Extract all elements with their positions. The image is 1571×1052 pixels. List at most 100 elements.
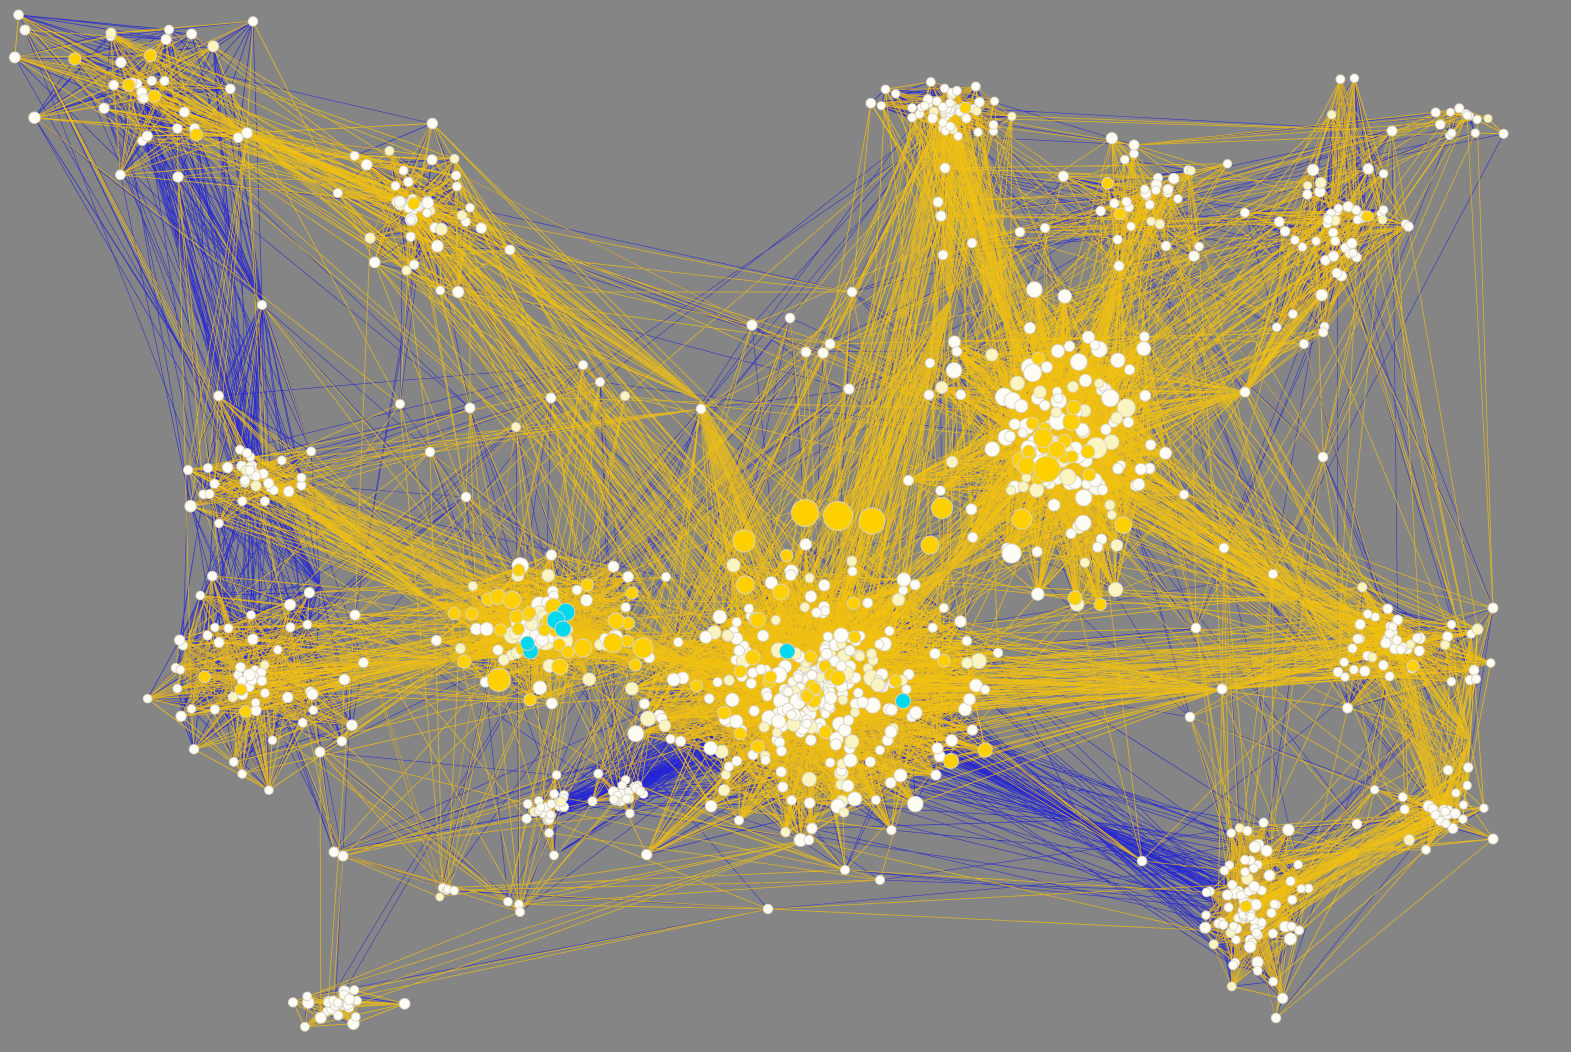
graph-node[interactable] xyxy=(303,587,316,599)
graph-node[interactable] xyxy=(847,791,863,807)
graph-node[interactable] xyxy=(349,985,360,996)
graph-node-yellow[interactable] xyxy=(511,622,525,636)
graph-node[interactable] xyxy=(1112,462,1124,475)
graph-node[interactable] xyxy=(1468,664,1480,676)
graph-node[interactable] xyxy=(1392,614,1404,626)
graph-node[interactable] xyxy=(1479,803,1489,813)
graph-node[interactable] xyxy=(1109,198,1120,209)
graph-node[interactable] xyxy=(799,602,810,613)
graph-node[interactable] xyxy=(184,499,197,513)
graph-node[interactable] xyxy=(421,196,435,210)
graph-node[interactable] xyxy=(884,776,897,789)
graph-node-yellow[interactable] xyxy=(846,596,861,610)
graph-node[interactable] xyxy=(703,693,715,704)
graph-node[interactable] xyxy=(465,202,475,213)
graph-node[interactable] xyxy=(571,584,583,596)
graph-node[interactable] xyxy=(1094,378,1105,389)
graph-node[interactable] xyxy=(804,590,818,603)
graph-node[interactable] xyxy=(336,735,348,747)
graph-node[interactable] xyxy=(1287,894,1298,905)
graph-node[interactable] xyxy=(1139,389,1152,402)
graph-node-yellow[interactable] xyxy=(580,578,594,592)
graph-node[interactable] xyxy=(704,799,718,813)
graph-node[interactable] xyxy=(504,244,516,256)
graph-node[interactable] xyxy=(1382,603,1394,615)
graph-node[interactable] xyxy=(723,674,735,686)
graph-node[interactable] xyxy=(1218,542,1230,554)
graph-node[interactable] xyxy=(146,75,157,87)
graph-node[interactable] xyxy=(1351,818,1363,830)
graph-node[interactable] xyxy=(951,346,963,357)
graph-node[interactable] xyxy=(966,724,979,736)
graph-node[interactable] xyxy=(619,390,631,402)
graph-node[interactable] xyxy=(337,850,349,862)
graph-node[interactable] xyxy=(408,259,420,270)
graph-node[interactable] xyxy=(935,210,947,222)
graph-node[interactable] xyxy=(1260,844,1273,857)
graph-node[interactable] xyxy=(1162,183,1174,195)
graph-node-cyan[interactable] xyxy=(519,635,536,651)
graph-node[interactable] xyxy=(1294,925,1305,936)
graph-node[interactable] xyxy=(1136,855,1148,867)
graph-node[interactable] xyxy=(764,576,778,590)
graph-node[interactable] xyxy=(625,681,639,696)
graph-node[interactable] xyxy=(1124,364,1136,376)
graph-node[interactable] xyxy=(403,176,414,188)
graph-node-yellow[interactable] xyxy=(800,690,814,704)
graph-node[interactable] xyxy=(1014,226,1026,238)
graph-node[interactable] xyxy=(1458,800,1469,810)
graph-node[interactable] xyxy=(1449,808,1461,820)
graph-node[interactable] xyxy=(992,647,1004,659)
graph-node[interactable] xyxy=(1391,634,1403,646)
graph-node[interactable] xyxy=(1139,331,1150,342)
graph-node[interactable] xyxy=(1251,927,1262,938)
graph-node[interactable] xyxy=(241,127,253,139)
graph-node[interactable] xyxy=(1306,163,1320,177)
graph-node[interactable] xyxy=(1323,214,1334,225)
graph-node[interactable] xyxy=(1119,154,1130,165)
graph-node[interactable] xyxy=(1386,125,1398,137)
graph-node[interactable] xyxy=(1328,227,1339,238)
graph-node[interactable] xyxy=(1267,568,1279,580)
graph-node[interactable] xyxy=(805,734,817,746)
graph-node[interactable] xyxy=(930,769,942,781)
graph-node[interactable] xyxy=(532,680,548,696)
graph-node-yellow[interactable] xyxy=(751,739,765,754)
graph-node[interactable] xyxy=(349,150,360,161)
graph-node[interactable] xyxy=(806,669,818,681)
graph-node[interactable] xyxy=(1498,128,1509,139)
graph-node[interactable] xyxy=(792,672,804,683)
graph-node[interactable] xyxy=(1121,196,1132,207)
graph-node[interactable] xyxy=(1208,939,1219,950)
graph-node[interactable] xyxy=(800,346,812,358)
graph-node[interactable] xyxy=(541,568,555,583)
graph-node-yellow[interactable] xyxy=(937,654,951,668)
graph-node[interactable] xyxy=(242,668,256,682)
graph-node[interactable] xyxy=(1348,248,1358,258)
graph-node[interactable] xyxy=(1359,665,1371,677)
graph-node[interactable] xyxy=(108,79,120,91)
graph-node[interactable] xyxy=(1252,965,1263,976)
graph-node[interactable] xyxy=(825,757,836,768)
graph-node[interactable] xyxy=(1231,935,1241,945)
graph-node[interactable] xyxy=(142,693,153,704)
graph-node[interactable] xyxy=(955,389,967,401)
graph-node[interactable] xyxy=(188,743,200,755)
large-yellow-8[interactable] xyxy=(931,497,953,519)
graph-node-yellow[interactable] xyxy=(1016,456,1036,475)
graph-node[interactable] xyxy=(980,684,991,695)
graph-node[interactable] xyxy=(1075,514,1092,532)
graph-node[interactable] xyxy=(925,77,936,87)
graph-node[interactable] xyxy=(1380,637,1392,649)
graph-node[interactable] xyxy=(1347,643,1358,654)
graph-node[interactable] xyxy=(422,208,432,218)
graph-node[interactable] xyxy=(221,461,234,474)
graph-node[interactable] xyxy=(1116,398,1136,418)
graph-node-yellow[interactable] xyxy=(717,705,732,720)
graph-node[interactable] xyxy=(141,130,153,142)
graph-node[interactable] xyxy=(748,705,760,717)
graph-node[interactable] xyxy=(1378,169,1389,179)
graph-node-yellow[interactable] xyxy=(1114,516,1133,534)
graph-node[interactable] xyxy=(970,81,981,92)
graph-node[interactable] xyxy=(846,286,858,298)
